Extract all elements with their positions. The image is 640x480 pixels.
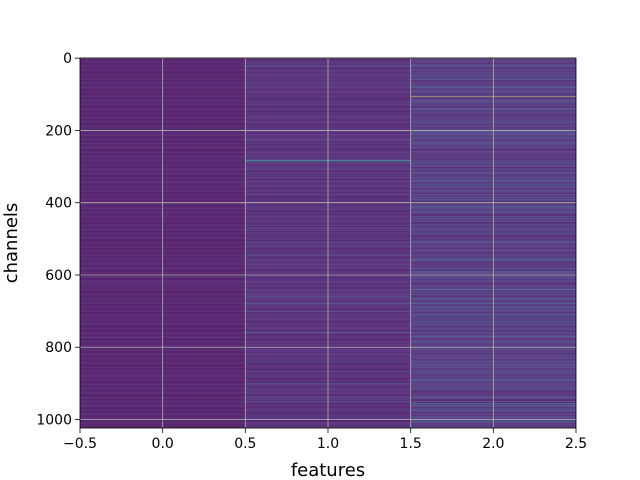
x-tick-label: 1.0 — [317, 436, 339, 452]
x-axis-label: features — [291, 460, 365, 480]
x-axis-ticks: −0.5 0.0 0.5 1.0 1.5 2.0 2.5 — [63, 428, 587, 452]
x-tick-label: 2.0 — [482, 436, 504, 452]
x-tick-label: 0.0 — [152, 436, 174, 452]
x-tick-label: 2.5 — [565, 436, 587, 452]
x-tick-label: 0.5 — [234, 436, 256, 452]
y-tick-label: 400 — [45, 196, 72, 212]
x-tick-label: 1.5 — [400, 436, 422, 452]
y-axis-label: channels — [1, 203, 22, 284]
y-tick-label: 600 — [45, 268, 72, 284]
x-tick-label: −0.5 — [63, 436, 97, 452]
y-tick-label: 800 — [45, 340, 72, 356]
y-axis-ticks: 0 200 400 600 800 1000 — [36, 51, 80, 429]
y-tick-label: 200 — [45, 123, 72, 139]
y-tick-label: 0 — [63, 51, 72, 67]
y-tick-label: 1000 — [36, 413, 72, 429]
